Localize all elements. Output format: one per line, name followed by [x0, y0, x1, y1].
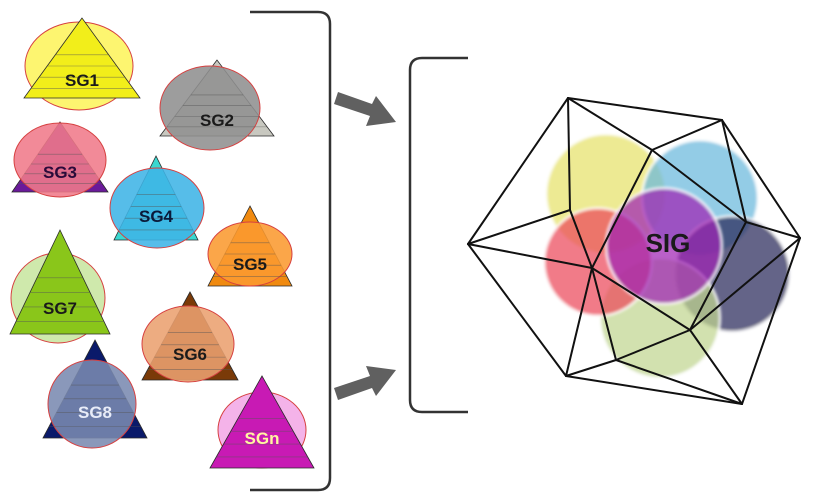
subgroup-sg4-circle — [109, 167, 205, 249]
subgroup-sg7-triangle — [9, 229, 111, 335]
icosahedron-wireframe — [467, 97, 801, 405]
subgroup-sg1-layers — [30, 54, 134, 89]
subgroup-sg8-layers — [49, 384, 141, 427]
arrow-bottom-icon — [334, 366, 396, 400]
subgroup-sg3-layers — [17, 153, 103, 184]
merged-group-layer: SIG — [467, 97, 801, 405]
subgroup-sgn-triangle — [209, 375, 315, 469]
subgroup-sg5-label: SG5 — [233, 255, 267, 274]
subgroup-sg3-label: SG3 — [43, 163, 77, 182]
subgroup-sg2-label: SG2 — [200, 111, 234, 130]
subgroup-sg6-layers — [147, 332, 233, 370]
subgroup-sg5: SG5 — [207, 205, 293, 287]
subgroup-sg1-label: SG1 — [65, 71, 99, 90]
subgroup-sg7: SG7 — [9, 229, 111, 344]
subgroup-sg7-layers — [16, 277, 104, 322]
subgroup-sgn: SGn — [209, 375, 315, 469]
subgroup-sg8: SG8 — [42, 339, 148, 449]
subgroup-sg2-layers — [166, 94, 268, 128]
subgroup-sgn-layers — [216, 418, 308, 458]
subgroup-sg1: SG1 — [23, 17, 141, 111]
merged-circle-6 — [604, 186, 724, 306]
subgroup-sg4: SG4 — [109, 155, 205, 249]
arrow-top-icon — [334, 92, 396, 126]
subgroup-sg7-label: SG7 — [43, 299, 77, 318]
subgroup-sg2-circle — [159, 65, 261, 151]
merged-group-bracket — [408, 56, 468, 414]
merged-circles — [542, 132, 792, 380]
subgroup-sg6-label: SG6 — [173, 345, 207, 364]
merged-group-label: SIG — [646, 228, 691, 258]
subgroup-sg5-layers — [213, 242, 287, 277]
subgroup-sg6-circle — [141, 305, 235, 383]
subgroup-sg1-triangle — [23, 17, 141, 99]
subgroup-sg6: SG6 — [141, 291, 239, 383]
subgroup-sg3: SG3 — [11, 121, 109, 198]
subgroup-sgn-label: SGn — [245, 429, 280, 448]
subgroup-sg8-label: SG8 — [78, 403, 112, 422]
subgroup-sg4-layers — [119, 194, 193, 231]
left-group-bracket — [250, 10, 332, 492]
subgroup-sg3-circle — [13, 122, 107, 198]
subgroups-layer: SG1 SG2 SG3 SG4 SG5 SG7 SG6 SG8 SGn — [9, 17, 315, 469]
subgroup-sg2: SG2 — [159, 59, 275, 151]
subgroup-sg4-label: SG4 — [139, 207, 174, 226]
